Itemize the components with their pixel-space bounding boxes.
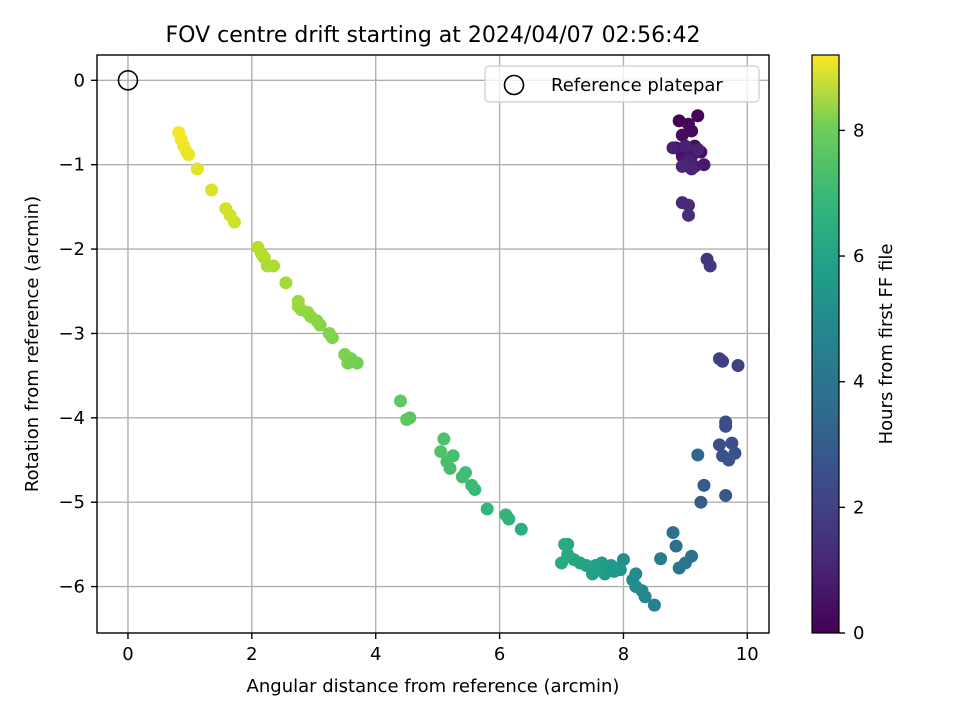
data-point: [703, 259, 717, 273]
data-point: [681, 198, 695, 212]
data-point: [465, 478, 479, 492]
data-point: [455, 470, 469, 484]
colorbar-tick-label: 0: [853, 623, 864, 644]
x-tick-label: 0: [122, 644, 133, 665]
data-point: [691, 109, 705, 123]
data-point: [499, 508, 513, 522]
data-point: [434, 445, 448, 459]
x-tick-label: 10: [736, 644, 759, 665]
data-point: [681, 208, 695, 222]
data-point: [480, 502, 494, 516]
data-point: [514, 522, 528, 536]
chart-title: FOV centre drift starting at 2024/04/07 …: [166, 23, 701, 48]
data-point: [691, 143, 705, 157]
y-axis-ticks: 0 −1 −2 −3 −4 −5 −6: [58, 70, 97, 598]
x-tick-label: 6: [494, 644, 505, 665]
data-point: [172, 126, 186, 140]
y-tick-label: −6: [58, 577, 85, 598]
data-point: [647, 598, 661, 612]
data-point: [205, 183, 219, 197]
plot-frame: [96, 54, 770, 634]
data-point: [338, 348, 352, 362]
data-point: [712, 438, 726, 452]
colorbar: 0 2 4 6 8 Hours from first FF file: [811, 54, 897, 644]
y-tick-label: −4: [58, 408, 85, 429]
data-point: [694, 495, 708, 509]
data-point: [437, 432, 451, 446]
data-point: [691, 448, 705, 462]
data-point: [672, 561, 686, 575]
colorbar-ticks: 0 2 4 6 8: [839, 120, 864, 644]
y-tick-label: −2: [58, 239, 85, 260]
data-point: [725, 436, 739, 450]
data-point: [669, 539, 683, 553]
reference-marker-layer: [117, 70, 139, 91]
data-point: [719, 488, 733, 502]
colorbar-tick-label: 4: [853, 372, 864, 393]
x-tick-label: 2: [246, 644, 257, 665]
data-point: [654, 552, 668, 566]
data-point: [626, 573, 640, 587]
data-point: [190, 162, 204, 176]
legend-marker: [503, 74, 525, 96]
data-point: [555, 556, 569, 570]
x-axis-ticks: 0 2 4 6 8 10: [122, 633, 759, 665]
data-point: [400, 413, 414, 427]
data-point: [697, 478, 711, 492]
legend-label-reference: Reference platepar: [551, 75, 723, 96]
grid: [97, 55, 769, 633]
reference-marker: [117, 70, 139, 91]
y-tick-label: −3: [58, 323, 85, 344]
data-points: [172, 109, 745, 612]
data-point: [322, 326, 336, 340]
legend: Reference platepar: [484, 65, 760, 103]
colorbar-tick-label: 6: [853, 246, 864, 267]
data-point: [393, 394, 407, 408]
data-point: [440, 455, 454, 469]
y-tick-label: −5: [58, 492, 85, 513]
data-point: [678, 139, 692, 153]
colorbar-label: Hours from first FF file: [876, 244, 897, 445]
data-point: [251, 240, 265, 254]
colorbar-tick-label: 2: [853, 497, 864, 518]
data-point: [666, 526, 680, 540]
data-point: [731, 359, 745, 373]
data-point: [279, 276, 293, 290]
y-tick-label: 0: [74, 70, 85, 91]
data-point: [666, 141, 680, 155]
x-axis-label: Angular distance from reference (arcmin): [247, 676, 620, 697]
y-axis-label: Rotation from reference (arcmin): [22, 196, 43, 492]
colorbar-gradient: [811, 54, 840, 634]
data-point: [675, 128, 689, 142]
data-point: [719, 419, 733, 433]
x-tick-label: 8: [618, 644, 629, 665]
data-point: [722, 453, 736, 467]
data-point: [219, 202, 233, 216]
data-point: [716, 354, 730, 368]
data-point: [675, 159, 689, 173]
legend-box: [484, 65, 760, 103]
x-tick-label: 4: [370, 644, 381, 665]
data-point: [291, 294, 305, 308]
y-tick-label: −1: [58, 155, 85, 176]
data-point: [558, 537, 572, 551]
colorbar-tick-label: 8: [853, 120, 864, 141]
